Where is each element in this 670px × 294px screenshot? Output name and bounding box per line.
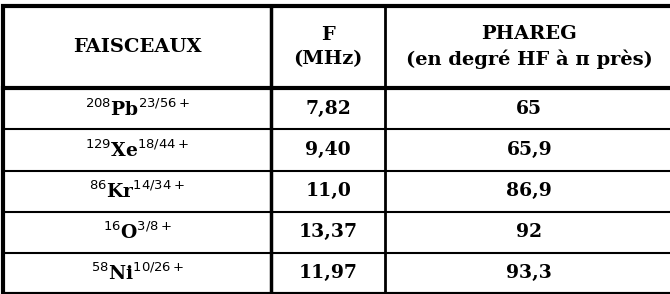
Text: $^{86}$Kr$^{14/34+}$: $^{86}$Kr$^{14/34+}$ — [89, 180, 186, 202]
Text: 7,82: 7,82 — [306, 100, 351, 118]
Text: 86,9: 86,9 — [507, 182, 552, 200]
Text: $^{208}$Pb$^{23/56+}$: $^{208}$Pb$^{23/56+}$ — [84, 98, 190, 120]
Text: 11,0: 11,0 — [306, 182, 351, 200]
Text: F
(MHz): F (MHz) — [293, 26, 363, 68]
Text: 65: 65 — [517, 100, 542, 118]
Text: 65,9: 65,9 — [507, 141, 552, 159]
Text: 92: 92 — [517, 223, 542, 241]
Text: PHAREG
(en degré HF à π près): PHAREG (en degré HF à π près) — [406, 25, 653, 69]
Text: 9,40: 9,40 — [306, 141, 351, 159]
Text: $^{16}$O$^{3/8+}$: $^{16}$O$^{3/8+}$ — [103, 221, 172, 243]
Text: 13,37: 13,37 — [299, 223, 358, 241]
Text: $^{58}$Ni$^{10/26+}$: $^{58}$Ni$^{10/26+}$ — [90, 263, 184, 284]
Text: 93,3: 93,3 — [507, 264, 552, 283]
Text: FAISCEAUX: FAISCEAUX — [73, 38, 202, 56]
Text: $^{129}$Xe$^{18/44+}$: $^{129}$Xe$^{18/44+}$ — [85, 139, 190, 161]
Text: 11,97: 11,97 — [299, 264, 358, 283]
